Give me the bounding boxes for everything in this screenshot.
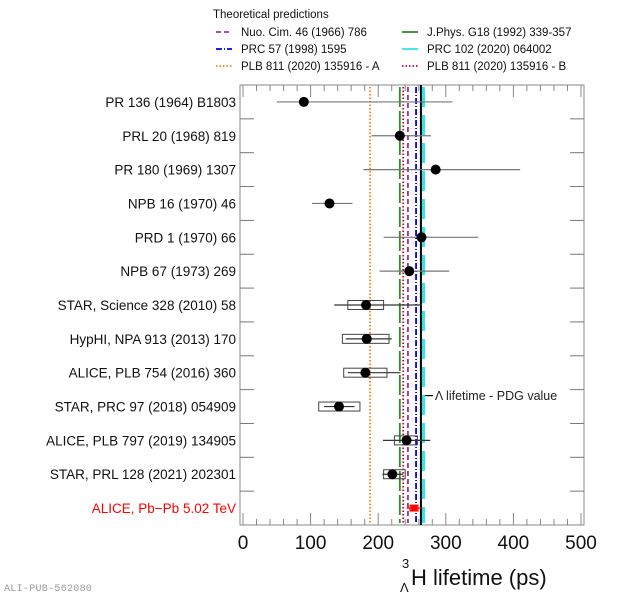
plot-border bbox=[239, 84, 585, 526]
data-point-10 bbox=[382, 435, 431, 446]
data-point-1 bbox=[371, 130, 431, 141]
data-point-3 bbox=[311, 198, 353, 209]
legend-entry-5: PLB 811 (2020) 135916 - B bbox=[402, 61, 566, 73]
y-label: ALICE, PLB 754 (2016) 360 bbox=[69, 366, 236, 381]
y-label: NPB 67 (1973) 269 bbox=[120, 264, 236, 279]
y-label: NPB 16 (1970) 46 bbox=[128, 196, 236, 211]
legend-label: Nuo. Cim. 46 (1966) 786 bbox=[241, 27, 367, 39]
x-tick-label: 500 bbox=[565, 533, 597, 554]
legend-label: J.Phys. G18 (1992) 339-357 bbox=[427, 27, 571, 39]
x-tick-label: 200 bbox=[362, 533, 394, 554]
legend-label: PLB 811 (2020) 135916 - B bbox=[427, 61, 566, 73]
legend-entry-2: PRC 57 (1998) 1595 bbox=[216, 44, 346, 56]
legend-entry-0: Nuo. Cim. 46 (1966) 786 bbox=[216, 27, 367, 39]
legend-title: Theoretical predictions bbox=[213, 9, 329, 21]
data-point-9 bbox=[318, 401, 361, 412]
legend-label: PLB 811 (2020) 135916 - A bbox=[241, 61, 380, 73]
watermark: ALI-PUB-562080 bbox=[4, 584, 93, 595]
data-point-0 bbox=[276, 96, 453, 107]
y-label: ALICE, Pb−Pb 5.02 TeV bbox=[92, 501, 236, 516]
y-label: HypHI, NPA 913 (2013) 170 bbox=[70, 332, 236, 347]
marker bbox=[401, 435, 412, 446]
marker bbox=[360, 367, 371, 378]
legend-label: PRC 102 (2020) 064002 bbox=[427, 44, 552, 56]
y-labels: PR 136 (1964) B1803 PRL 20 (1968) 819 PR 1… bbox=[46, 95, 236, 516]
x-axis: 0 100 200 300 400 500 3 Λ H lifetime (ps) bbox=[238, 533, 597, 595]
data-point-12 bbox=[406, 504, 422, 512]
pdg-label: Λ lifetime - PDG value bbox=[435, 389, 557, 403]
data-point-11 bbox=[382, 469, 406, 480]
y-label: STAR, PRL 128 (2021) 202301 bbox=[50, 467, 236, 482]
marker bbox=[416, 232, 427, 243]
marker bbox=[324, 198, 335, 209]
y-label: PR 136 (1964) B1803 bbox=[105, 95, 236, 110]
legend-entry-4: PLB 811 (2020) 135916 - A bbox=[216, 61, 380, 73]
y-label: PR 180 (1969) 1307 bbox=[114, 163, 236, 178]
marker bbox=[298, 96, 309, 107]
legend-entry-3: PRC 102 (2020) 064002 bbox=[402, 44, 552, 56]
data-points bbox=[276, 96, 521, 512]
marker bbox=[430, 164, 441, 175]
legend-entry-1: J.Phys. G18 (1992) 339-357 bbox=[402, 27, 571, 39]
marker bbox=[411, 505, 418, 512]
marker bbox=[387, 469, 398, 480]
x-title: H lifetime (ps) bbox=[411, 565, 547, 590]
marker bbox=[404, 266, 415, 277]
marker bbox=[361, 333, 372, 344]
data-point-6 bbox=[334, 300, 423, 310]
legend-label: PRC 57 (1998) 1595 bbox=[241, 44, 346, 56]
legend: Theoretical predictions Nuo. Cim. 46 (196… bbox=[213, 9, 571, 73]
marker bbox=[361, 300, 372, 310]
y-label: PRD 1 (1970) 66 bbox=[135, 230, 236, 245]
y-label: ALICE, PLB 797 (2019) 134905 bbox=[46, 433, 236, 448]
x-title-superscript: 3 bbox=[402, 556, 409, 571]
data-point-2 bbox=[363, 164, 521, 175]
marker bbox=[333, 401, 344, 412]
y-label: STAR, PRC 97 (2018) 054909 bbox=[55, 400, 236, 415]
y-label: STAR, Science 328 (2010) 58 bbox=[58, 298, 236, 313]
y-label: PRL 20 (1968) 819 bbox=[122, 129, 236, 144]
x-tick-label: 300 bbox=[430, 533, 462, 554]
plot-frame bbox=[239, 84, 585, 526]
x-title-subscript: Λ bbox=[400, 580, 409, 595]
marker bbox=[394, 130, 405, 141]
x-tick-label: 400 bbox=[498, 533, 530, 554]
data-point-4 bbox=[383, 232, 479, 243]
x-tick-label: 0 bbox=[238, 533, 249, 554]
data-point-7 bbox=[341, 333, 392, 344]
data-point-8 bbox=[343, 367, 401, 378]
x-tick-label: 100 bbox=[295, 533, 327, 554]
data-point-5 bbox=[379, 266, 450, 277]
